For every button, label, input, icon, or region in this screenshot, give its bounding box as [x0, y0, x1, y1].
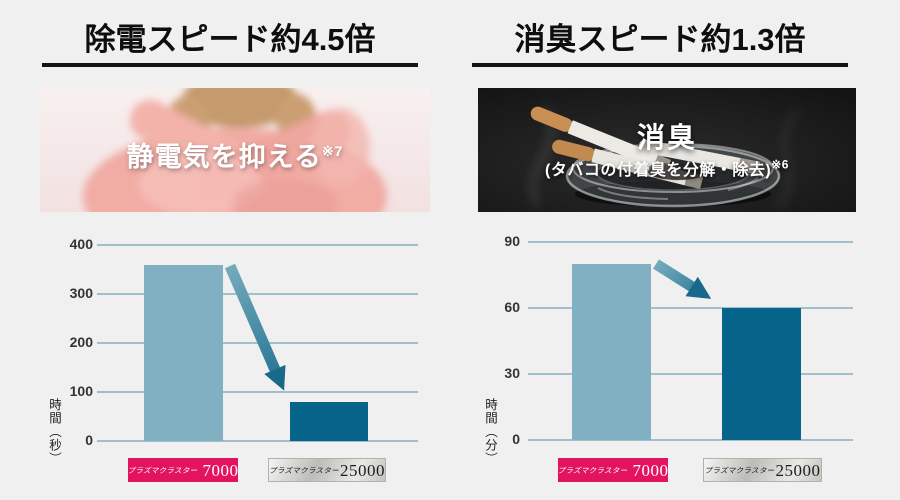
- footnote-marker: ※6: [771, 157, 789, 172]
- pink-sweater-illustration: [40, 88, 430, 212]
- left-title-underline: [42, 63, 418, 67]
- right-title-underline: [472, 63, 848, 67]
- left-chart-y-axis-label: 時間（秒）: [47, 398, 61, 466]
- y-tick-label: 100: [69, 383, 93, 399]
- bar-プラズマクラスター25000: [290, 401, 368, 441]
- ashtray-shadow: [575, 181, 771, 207]
- ashtray-cigarettes-illustration: [478, 88, 856, 212]
- badge-plasmacluster-25000: プラズマクラスター 25000: [703, 458, 822, 482]
- left-panel-title: 除電スピード約4.5倍: [84, 22, 376, 57]
- y-tick-label: 90: [504, 233, 520, 249]
- gridline-y90: [528, 241, 853, 243]
- right-photo-subcaption: (タバコの付着臭を分解・除去)※6: [545, 157, 789, 179]
- deodorize-photo: [478, 88, 856, 212]
- y-tick-label: 0: [85, 432, 93, 448]
- y-tick-label: 0: [512, 431, 520, 447]
- left-photo-caption: 静電気を抑える※7: [126, 142, 344, 172]
- y-tick-label: 60: [504, 299, 520, 315]
- badge-plasmacluster-7000: プラズマクラスター 7000: [558, 458, 668, 482]
- footnote-marker: ※7: [321, 143, 344, 159]
- y-tick-label: 30: [504, 365, 520, 381]
- y-tick-label: 400: [69, 236, 93, 252]
- gridline-y400: [97, 244, 418, 246]
- gridline-y100: [97, 391, 418, 393]
- gridline-y0: [97, 440, 418, 442]
- right-decrease-arrow: [653, 259, 712, 299]
- hair: [182, 88, 298, 128]
- bar-プラズマクラスター7000: [572, 264, 651, 440]
- badge-plasmacluster-25000: プラズマクラスター 25000: [268, 458, 386, 482]
- left-decrease-arrow: [224, 263, 286, 391]
- bar-プラズマクラスター7000: [144, 264, 223, 441]
- y-tick-label: 300: [69, 285, 93, 301]
- gridline-y60: [528, 307, 853, 309]
- y-tick-label: 200: [69, 334, 93, 350]
- badge-plasmacluster-7000: プラズマクラスター 7000: [128, 458, 238, 482]
- gridline-y0: [528, 439, 853, 441]
- cigarette-across: [638, 139, 768, 177]
- bar-プラズマクラスター25000: [722, 308, 801, 440]
- right-chart-y-axis-label: 時間（分）: [483, 398, 497, 466]
- gridline-y30: [528, 373, 853, 375]
- static-electricity-photo: [40, 88, 430, 212]
- right-photo-caption: 消臭: [636, 122, 697, 153]
- right-panel-title: 消臭スピード約1.3倍: [514, 22, 806, 57]
